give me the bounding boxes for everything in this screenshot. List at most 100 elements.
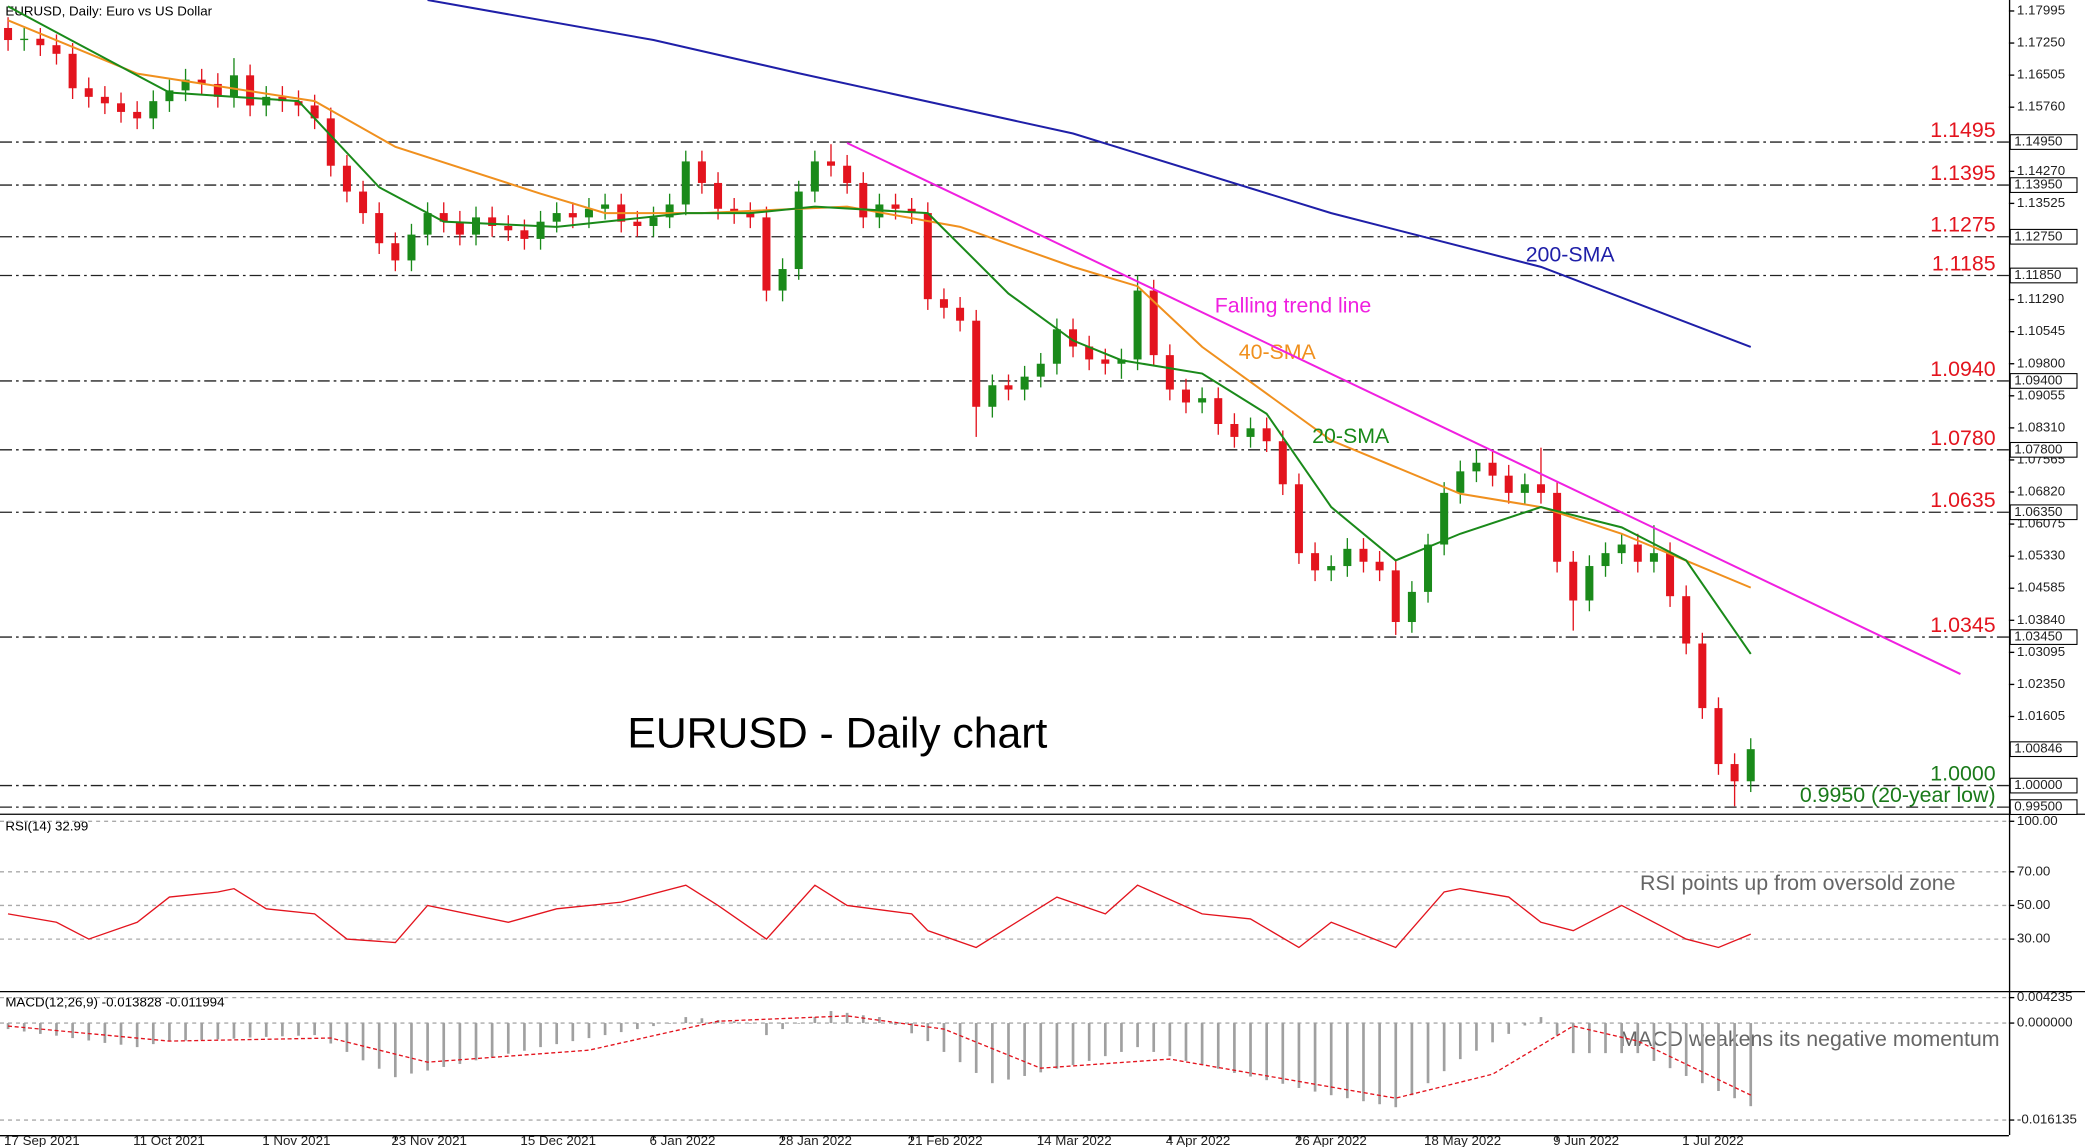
macd-bar xyxy=(313,1023,316,1036)
macd-bar xyxy=(958,1023,962,1063)
candle-body xyxy=(649,217,658,226)
series-line xyxy=(7,5,1752,655)
candle-body xyxy=(1149,290,1158,356)
y-tick-label: 1.17250 xyxy=(2017,35,2065,50)
macd-bar xyxy=(1668,1023,1672,1069)
macd-bar xyxy=(1023,1023,1026,1076)
candle-body xyxy=(1407,591,1416,623)
macd-bar xyxy=(1539,1017,1543,1024)
candle-body xyxy=(1682,596,1691,644)
macd-bar xyxy=(393,1023,397,1078)
candle-body xyxy=(1246,428,1255,437)
candle-body xyxy=(1553,492,1562,562)
y-tick-label: 1.17995 xyxy=(2017,3,2065,18)
macd-bar xyxy=(490,1023,494,1058)
candle-body xyxy=(68,53,77,89)
chart-title: EURUSD, Daily: Euro vs US Dollar xyxy=(5,4,212,19)
candle-body xyxy=(552,213,561,222)
y-tick-label: 1.14270 xyxy=(2017,163,2065,178)
candle-body xyxy=(4,27,13,41)
macd-bar xyxy=(248,1023,252,1038)
candle-body xyxy=(746,213,755,218)
y-tick-label: 1.08310 xyxy=(2017,419,2065,434)
macd-bar xyxy=(1087,1023,1091,1061)
candle-body xyxy=(697,161,706,183)
y-tick-label: 100.00 xyxy=(2017,813,2058,828)
candle-body xyxy=(1230,424,1239,437)
macd-bar xyxy=(87,1023,91,1041)
series-label: 200-SMA xyxy=(1526,243,1616,267)
price-marker-box xyxy=(2009,741,2078,758)
level-label: 0.9950 (20-year low) xyxy=(1800,783,1996,807)
candle-body xyxy=(181,79,190,91)
macd-bar xyxy=(1620,1023,1623,1054)
macd-bar xyxy=(264,1023,268,1037)
candle-body xyxy=(1020,376,1029,390)
x-tick-label: 6 Jan 2022 xyxy=(649,1133,715,1147)
candle-body xyxy=(1133,290,1142,360)
candle-body xyxy=(956,307,965,321)
level-axis-box xyxy=(2009,177,2078,193)
macd-bar xyxy=(1265,1023,1268,1081)
macd-bar xyxy=(813,1017,817,1024)
macd-bar xyxy=(1507,1023,1511,1034)
macd-bar xyxy=(1700,1023,1704,1084)
macd-bar xyxy=(1555,1023,1559,1036)
macd-bar xyxy=(168,1023,171,1042)
candle-body xyxy=(391,243,400,261)
macd-bar xyxy=(732,1021,736,1024)
level-label: 1.1185 xyxy=(1932,251,1996,275)
level-axis-box xyxy=(2009,441,2078,458)
macd-bar xyxy=(1071,1023,1075,1066)
macd-bar xyxy=(103,1023,107,1043)
y-tick-label: 1.02350 xyxy=(2017,676,2065,691)
rsi-annotation: RSI points up from oversold zone xyxy=(1640,871,1955,895)
y-tick-label: 1.06820 xyxy=(2017,484,2065,499)
macd-bar xyxy=(458,1023,462,1064)
level-axis-label: 1.12750 xyxy=(2014,228,2062,243)
rsi-line xyxy=(7,884,1752,949)
macd-bar xyxy=(1120,1023,1123,1052)
candle-body xyxy=(375,213,384,244)
macd-bar xyxy=(765,1023,768,1036)
macd-bar xyxy=(991,1023,994,1084)
level-axis-box xyxy=(2009,504,2078,521)
macd-bar xyxy=(668,1023,671,1024)
y-tick-label: 1.16505 xyxy=(2017,67,2065,82)
macd-bar xyxy=(797,1023,801,1024)
macd-bar xyxy=(603,1023,607,1036)
candle-body xyxy=(342,165,351,192)
y-tick-label: 1.13525 xyxy=(2017,195,2065,210)
macd-bar xyxy=(861,1015,865,1024)
macd-bar xyxy=(1394,1023,1398,1108)
candle-body xyxy=(1520,484,1529,493)
candle-body xyxy=(1359,548,1368,562)
candle-body xyxy=(762,217,771,291)
candle-body xyxy=(278,96,287,102)
macd-bar xyxy=(1200,1023,1204,1066)
candle-body xyxy=(1440,492,1449,545)
macd-bar xyxy=(1652,1023,1656,1061)
level-label: 1.1495 xyxy=(1930,118,1995,142)
candle-body xyxy=(1424,544,1433,592)
macd-bar xyxy=(1717,1023,1720,1091)
macd-bar xyxy=(845,1012,849,1024)
macd-bar xyxy=(1297,1023,1301,1088)
macd-bar xyxy=(1362,1023,1365,1102)
candle-body xyxy=(149,101,158,119)
level-label: 1.0000 xyxy=(1930,762,1995,786)
macd-bar xyxy=(748,1023,752,1024)
macd-bar xyxy=(1249,1023,1252,1077)
macd-bar xyxy=(71,1023,74,1039)
y-tick-label: 1.03095 xyxy=(2017,644,2065,659)
macd-bar xyxy=(539,1023,542,1048)
candle-body xyxy=(907,208,916,214)
candle-body xyxy=(117,103,126,112)
y-tick-label: 50.00 xyxy=(2017,897,2050,912)
x-tick-label: 4 Apr 2022 xyxy=(1166,1133,1231,1147)
macd-bar xyxy=(1233,1023,1236,1073)
candle-body xyxy=(681,161,690,205)
candle-body xyxy=(100,96,109,104)
candle-body xyxy=(472,217,481,235)
